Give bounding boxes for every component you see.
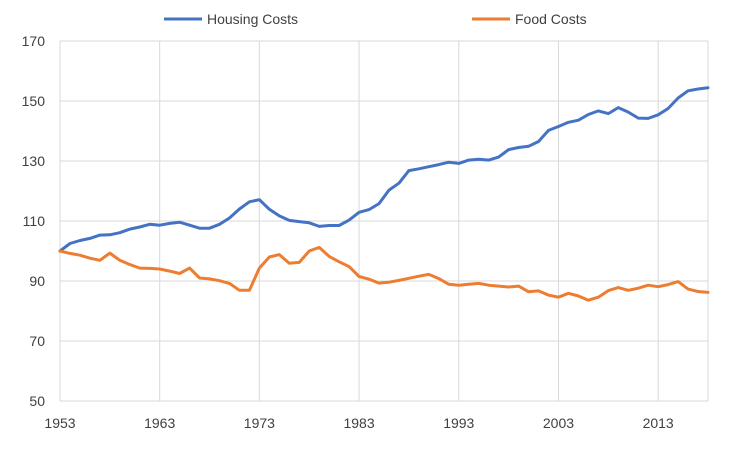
x-tick-label-1973: 1973 — [244, 415, 275, 431]
x-tick-label-1953: 1953 — [44, 415, 75, 431]
y-axis: 50 70 90 110 130 150 170 — [22, 33, 46, 409]
legend: Housing Costs Food Costs — [164, 11, 587, 27]
x-tick-label-1983: 1983 — [343, 415, 374, 431]
x-tick-label-1993: 1993 — [443, 415, 474, 431]
x-tick-label-1963: 1963 — [144, 415, 175, 431]
x-axis: 1953 1963 1973 1983 1993 2003 2013 — [44, 415, 674, 431]
y-tick-label-70: 70 — [29, 333, 45, 349]
x-tick-label-2013: 2013 — [643, 415, 674, 431]
series-lines — [58, 86, 710, 302]
series-line-food — [58, 245, 710, 302]
gridlines — [59, 40, 709, 402]
y-tick-label-50: 50 — [29, 393, 45, 409]
legend-label-food: Food Costs — [515, 11, 587, 27]
y-tick-label-110: 110 — [23, 213, 46, 229]
y-tick-label-130: 130 — [22, 153, 46, 169]
y-tick-label-150: 150 — [22, 93, 46, 109]
legend-item-housing: Housing Costs — [164, 11, 298, 27]
series-line-housing — [58, 86, 710, 253]
legend-item-food: Food Costs — [472, 11, 587, 27]
legend-label-housing: Housing Costs — [207, 11, 298, 27]
y-tick-label-90: 90 — [29, 273, 45, 289]
x-tick-label-2003: 2003 — [543, 415, 574, 431]
y-tick-label-170: 170 — [22, 33, 46, 49]
